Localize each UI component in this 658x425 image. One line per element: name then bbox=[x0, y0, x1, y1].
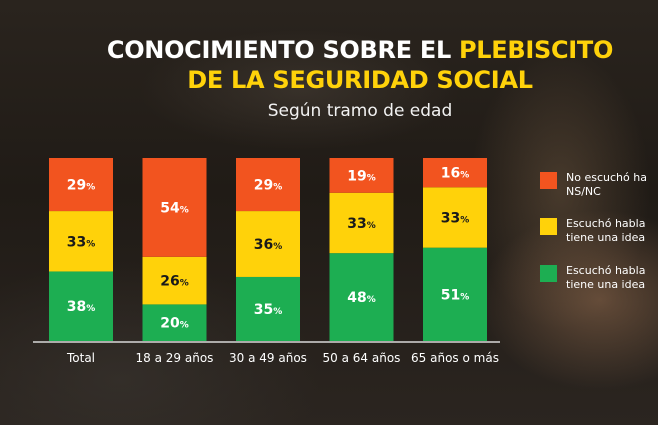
legend-label: No escuchó ha bbox=[566, 171, 647, 184]
chart-title-line-1: CONOCIMIENTO SOBRE EL PLEBISCITO bbox=[60, 36, 658, 64]
legend-swatch bbox=[540, 218, 557, 235]
title-white-part: CONOCIMIENTO SOBRE EL bbox=[106, 36, 459, 64]
category-label: Total bbox=[66, 351, 95, 365]
legend-label: tiene una idea bbox=[566, 278, 645, 291]
category-label: 50 a 64 años bbox=[323, 351, 401, 365]
bar-segment bbox=[142, 304, 207, 341]
bar-segment bbox=[49, 158, 113, 212]
bar-segment bbox=[236, 276, 300, 341]
legend-label: Escuchó habla bbox=[566, 217, 645, 230]
category-label: 18 a 29 años bbox=[136, 351, 214, 365]
data-label: 29% bbox=[254, 178, 283, 194]
title-highlight: PLEBISCITO bbox=[459, 36, 614, 64]
bar-segment bbox=[423, 247, 487, 341]
data-label: 29% bbox=[67, 178, 96, 194]
data-label: 51% bbox=[441, 287, 470, 303]
bar-segment bbox=[142, 256, 207, 305]
data-label: 26% bbox=[160, 274, 189, 290]
chart-title-line-2: DE LA SEGURIDAD SOCIAL bbox=[187, 66, 533, 94]
bar-segment bbox=[236, 211, 300, 277]
legend-label: Escuchó habla bbox=[566, 264, 645, 277]
legend-label: tiene una idea bbox=[566, 231, 645, 244]
data-label: 54% bbox=[160, 200, 189, 216]
data-label: 36% bbox=[254, 237, 283, 253]
category-label: 65 años o más bbox=[411, 351, 499, 365]
bar-segment bbox=[142, 158, 207, 257]
data-label: 38% bbox=[67, 299, 96, 315]
bar-segment bbox=[329, 192, 394, 254]
bar-segment bbox=[423, 158, 487, 188]
bar-segment bbox=[423, 187, 487, 248]
data-label: 33% bbox=[67, 234, 96, 250]
legend-label: NS/NC bbox=[566, 185, 601, 198]
data-label: 35% bbox=[254, 302, 283, 318]
category-label: 30 a 49 años bbox=[229, 351, 307, 365]
bar-segment bbox=[236, 158, 300, 212]
bar-segment bbox=[49, 271, 113, 341]
bar-segment bbox=[329, 253, 394, 341]
bar-segment bbox=[329, 158, 394, 193]
data-label: 48% bbox=[347, 290, 376, 306]
bar-segment bbox=[49, 211, 113, 272]
data-label: 19% bbox=[347, 168, 376, 184]
data-label: 20% bbox=[160, 316, 189, 332]
data-label: 16% bbox=[441, 166, 470, 182]
data-label: 33% bbox=[347, 216, 376, 232]
chart-subtitle: Según tramo de edad bbox=[267, 101, 453, 121]
legend-swatch bbox=[540, 265, 557, 282]
data-label: 33% bbox=[441, 210, 470, 226]
legend-swatch bbox=[540, 172, 557, 189]
